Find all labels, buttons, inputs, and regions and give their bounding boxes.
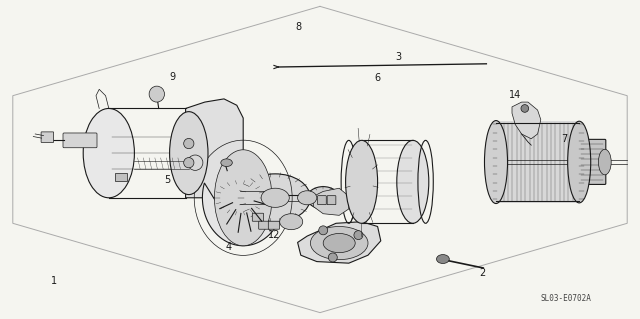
Text: 9: 9 bbox=[170, 71, 176, 82]
Text: SL03-E0702A: SL03-E0702A bbox=[541, 294, 592, 303]
Ellipse shape bbox=[323, 234, 355, 253]
Ellipse shape bbox=[310, 226, 368, 260]
Ellipse shape bbox=[170, 112, 208, 195]
Circle shape bbox=[319, 226, 328, 235]
FancyBboxPatch shape bbox=[259, 221, 270, 229]
Ellipse shape bbox=[149, 86, 164, 102]
Text: 3: 3 bbox=[395, 52, 401, 62]
Ellipse shape bbox=[240, 174, 310, 222]
Text: 6: 6 bbox=[374, 73, 381, 83]
FancyBboxPatch shape bbox=[63, 133, 97, 148]
Ellipse shape bbox=[261, 188, 289, 207]
Text: 13: 13 bbox=[360, 169, 373, 179]
Polygon shape bbox=[314, 188, 349, 215]
Ellipse shape bbox=[83, 108, 134, 198]
Text: 12: 12 bbox=[268, 230, 280, 241]
Polygon shape bbox=[186, 99, 243, 198]
Text: 10: 10 bbox=[321, 228, 334, 238]
Text: 2: 2 bbox=[479, 268, 485, 278]
Text: 1: 1 bbox=[51, 276, 58, 286]
Ellipse shape bbox=[214, 150, 272, 246]
Ellipse shape bbox=[280, 214, 303, 230]
Polygon shape bbox=[298, 222, 381, 263]
FancyBboxPatch shape bbox=[41, 132, 54, 143]
Ellipse shape bbox=[346, 140, 378, 223]
Polygon shape bbox=[202, 183, 284, 246]
Circle shape bbox=[328, 253, 337, 262]
Polygon shape bbox=[496, 121, 579, 203]
FancyBboxPatch shape bbox=[317, 196, 326, 205]
Ellipse shape bbox=[484, 121, 508, 204]
Circle shape bbox=[184, 158, 194, 168]
Circle shape bbox=[354, 231, 363, 240]
Ellipse shape bbox=[221, 159, 232, 167]
FancyBboxPatch shape bbox=[252, 213, 264, 221]
Text: 7: 7 bbox=[561, 134, 568, 144]
Polygon shape bbox=[512, 102, 541, 139]
Text: 5: 5 bbox=[164, 175, 171, 185]
Ellipse shape bbox=[598, 149, 611, 175]
Ellipse shape bbox=[568, 121, 591, 203]
Text: 11: 11 bbox=[239, 217, 252, 227]
Ellipse shape bbox=[307, 187, 339, 209]
FancyBboxPatch shape bbox=[578, 139, 606, 184]
FancyBboxPatch shape bbox=[327, 196, 336, 205]
Circle shape bbox=[184, 138, 194, 149]
Ellipse shape bbox=[298, 191, 317, 205]
Ellipse shape bbox=[436, 255, 449, 263]
Text: 8: 8 bbox=[296, 22, 302, 32]
FancyBboxPatch shape bbox=[115, 173, 127, 182]
Ellipse shape bbox=[397, 140, 429, 223]
FancyBboxPatch shape bbox=[268, 221, 280, 229]
Text: 4: 4 bbox=[226, 242, 232, 252]
Circle shape bbox=[521, 105, 529, 112]
Ellipse shape bbox=[216, 181, 264, 214]
Text: 14: 14 bbox=[509, 90, 522, 100]
